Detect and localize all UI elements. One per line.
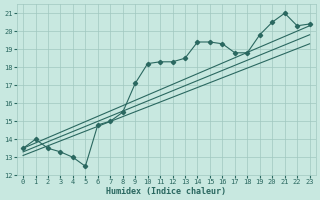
X-axis label: Humidex (Indice chaleur): Humidex (Indice chaleur)	[106, 187, 226, 196]
